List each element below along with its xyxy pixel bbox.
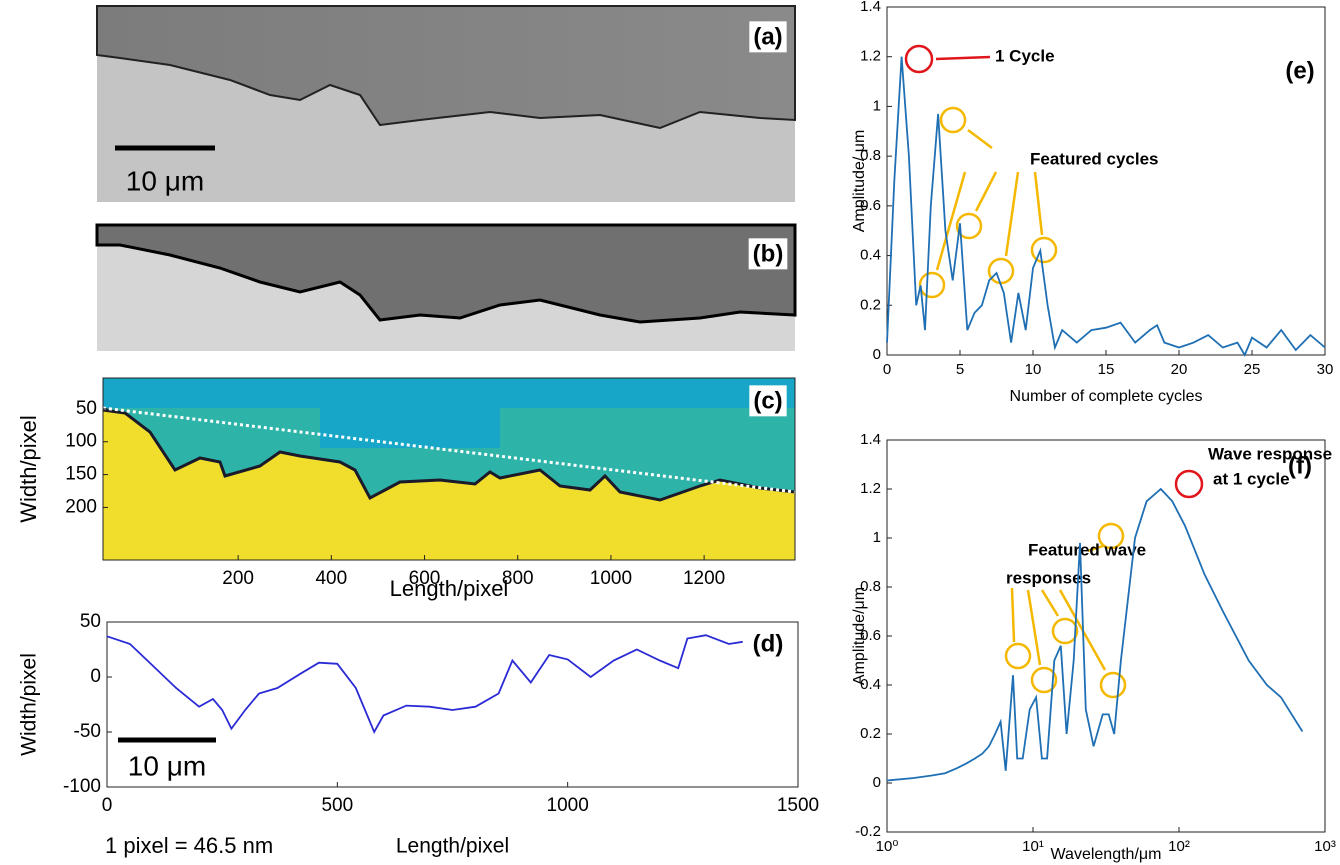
annotation: responses (1006, 568, 1091, 587)
y-tick-label: 0 (90, 666, 101, 687)
plot-frame (106, 621, 799, 788)
y-tick-label: 150 (65, 464, 97, 485)
data-line (886, 56, 1326, 358)
y-tick-label: 0.6 (860, 627, 881, 644)
x-tick-label: 25 (1244, 361, 1261, 378)
x-tick-label: 400 (315, 568, 347, 589)
x-tick-label: 1000 (547, 795, 589, 816)
y-tick-label: 0.4 (860, 676, 881, 693)
x-tick-label: 10 (1025, 361, 1042, 378)
panel-label: (c) (753, 387, 782, 414)
x-axis-label: Number of complete cycles (1010, 388, 1203, 405)
x-tick-label: 1200 (683, 568, 725, 589)
data-line (886, 487, 1304, 782)
y-tick-label: 1 (873, 97, 881, 114)
y-tick-label: -100 (63, 776, 101, 797)
x-tick-label: 800 (502, 568, 534, 589)
annotation: Wave response (1208, 444, 1332, 463)
x-tick-label: 20 (1171, 361, 1188, 378)
y-axis-label: Width/pixel (16, 415, 41, 523)
y-tick-label: 1.2 (860, 480, 881, 497)
y-tick-label: 1.4 (860, 0, 881, 15)
y-tick-label: 0.6 (860, 197, 881, 214)
y-tick-label: 0 (873, 774, 881, 791)
y-tick-label: 1 (873, 529, 881, 546)
y-tick-label: 0.8 (860, 147, 881, 164)
y-tick-label: 0.2 (860, 725, 881, 742)
height-map (102, 378, 796, 560)
x-tick-label: 500 (321, 795, 353, 816)
panel-label: (d) (753, 630, 784, 657)
annotation-marks-e (904, 44, 1058, 299)
micrograph-a (96, 5, 796, 202)
y-tick-label: 50 (80, 611, 101, 632)
x-tick-label: 10² (1168, 838, 1190, 855)
y-tick-label: 0.4 (860, 247, 881, 264)
scale-bar-label: 10 μm (128, 750, 206, 781)
micrograph-b (95, 223, 797, 351)
x-tick-label: 5 (956, 361, 964, 378)
x-axis-label: Length/pixel (396, 835, 509, 858)
y-tick-label: 0 (873, 346, 881, 363)
panel-label-box (748, 628, 788, 660)
y-tick-label: -0.2 (855, 823, 881, 840)
x-axis-label: Wavelength/μm (1051, 846, 1162, 863)
scale-bar-label: 10 μm (126, 165, 204, 196)
y-tick-label: 1.2 (860, 48, 881, 65)
y-tick-label: 100 (65, 431, 97, 452)
y-axis-label: Amplitude/μm (851, 587, 868, 685)
x-tick-label: 10³ (1314, 838, 1336, 855)
y-axis-label: Width/pixel (18, 653, 41, 756)
y-tick-label: 200 (65, 496, 97, 517)
panel-label-box (749, 385, 787, 417)
x-axis-label: Length/pixel (390, 576, 509, 601)
panel-label-box (748, 238, 788, 270)
annotation: Featured cycles (1030, 149, 1159, 168)
annotation: Featured wave (1028, 540, 1146, 559)
x-tick-label: 1000 (590, 568, 632, 589)
panel-label-box (1281, 55, 1319, 87)
y-axis-label: Amplitude/ μm (851, 130, 868, 233)
x-tick-label: 10⁰ (876, 838, 899, 855)
x-tick-label: 15 (1098, 361, 1115, 378)
panel-label: (b) (753, 240, 784, 267)
y-tick-label: 0.8 (860, 578, 881, 595)
y-tick-label: 1.4 (860, 431, 881, 448)
panel-label: (f) (1288, 452, 1312, 479)
panel-label: (e) (1285, 57, 1314, 84)
note: 1 pixel = 46.5 nm (105, 833, 273, 858)
x-tick-label: 0 (883, 361, 891, 378)
x-tick-label: 1500 (777, 795, 819, 816)
plot-frame (102, 377, 796, 561)
x-tick-label: 600 (409, 568, 441, 589)
x-tick-label: 0 (102, 795, 113, 816)
panel-label-box (1284, 450, 1316, 482)
y-tick-label: 50 (76, 398, 97, 419)
annotation: 1 Cycle (995, 46, 1055, 65)
panel-label: (a) (753, 23, 782, 50)
x-tick-label: 30 (1317, 361, 1334, 378)
panel-label-box (749, 21, 787, 53)
x-tick-label: 200 (222, 568, 254, 589)
x-tick-label: 10¹ (1022, 838, 1044, 855)
data-line (106, 634, 743, 735)
plot-frame (886, 439, 1326, 833)
annotation-marks-f (1004, 469, 1204, 699)
y-tick-label: -50 (74, 721, 101, 742)
annotation: at 1 cycle (1213, 469, 1290, 488)
y-tick-label: 0.2 (860, 296, 881, 313)
